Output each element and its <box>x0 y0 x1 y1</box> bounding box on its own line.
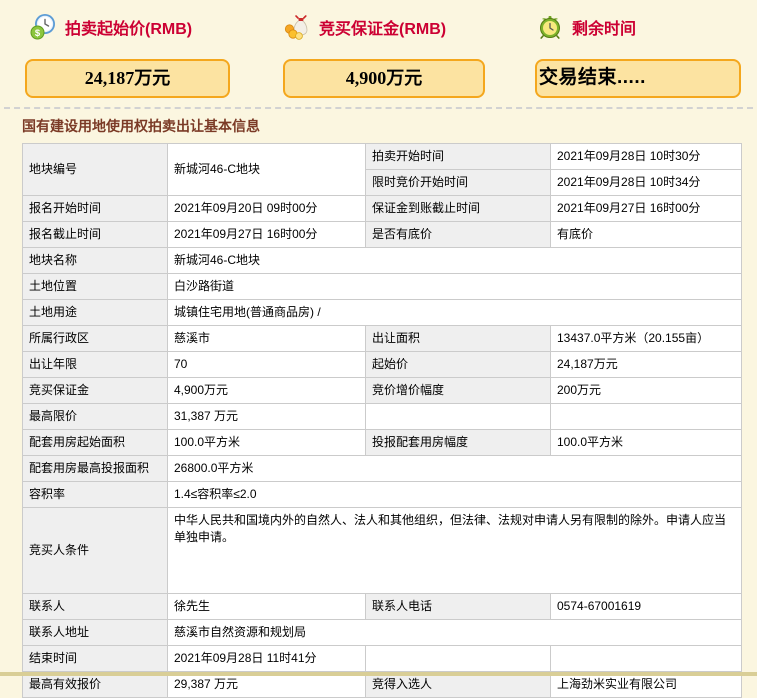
field-label-cell: 竞买人条件 <box>22 507 168 594</box>
table-row: 报名开始时间 2021年09月20日 09时00分 保证金到账截止时间 2021年09… <box>22 195 742 222</box>
field-label-cell: 报名截止时间 <box>22 221 168 248</box>
time-left-label: 剩余时间 <box>572 21 637 38</box>
field-value-cell: 31,387 万元 <box>167 403 366 430</box>
field-value-cell: 100.0平方米 <box>550 429 742 456</box>
field-value-cell: 100.0平方米 <box>167 429 366 456</box>
deposit-bags-icon <box>283 13 311 41</box>
table-row: 联系人 徐先生 联系人电话 0574-67001619 <box>22 593 742 620</box>
field-label-cell: 报名开始时间 <box>22 195 168 222</box>
field-value-cell <box>365 403 551 430</box>
start-price-value-box: 24,187万元 <box>25 59 230 98</box>
field-label-cell: 竞买保证金 <box>22 377 168 404</box>
field-value-cell: 徐先生 <box>167 593 366 620</box>
bottom-border-bar <box>0 672 757 676</box>
field-value-cell: 新城河46-C地块 <box>167 247 742 274</box>
field-value-cell: 新城河46-C地块 <box>167 143 366 196</box>
land-auction-info-table: 地块编号 新城河46-C地块 拍卖开始时间 2021年09月28日 10时30分 限时竞… <box>22 143 742 698</box>
table-row: 竞买保证金 4,900万元 竞价增价幅度 200万元 <box>22 377 742 404</box>
field-value-cell: 白沙路街道 <box>167 273 742 300</box>
field-value-cell: 26800.0平方米 <box>167 455 742 482</box>
table-row: 配套用房最高投报面积 26800.0平方米 <box>22 455 742 482</box>
table-row: 限时竞价开始时间 2021年09月28日 10时34分 <box>23 169 742 196</box>
field-value-cell: 有底价 <box>550 221 742 248</box>
field-label-cell: 保证金到账截止时间 <box>365 195 551 222</box>
field-value-cell: 13437.0平方米（20.155亩） <box>550 325 742 352</box>
start-price-label: 拍卖起始价(RMB) <box>65 21 193 38</box>
deposit-label: 竞买保证金(RMB) <box>319 21 447 38</box>
field-label-cell: 所属行政区 <box>22 325 168 352</box>
field-value-cell: 2021年09月27日 16时00分 <box>167 221 366 248</box>
field-value-cell: 24,187万元 <box>550 351 742 378</box>
field-label-cell: 结束时间 <box>22 645 168 672</box>
start-price-header: $ 拍卖起始价(RMB) <box>29 13 192 41</box>
table-row: 地块编号 新城河46-C地块 拍卖开始时间 2021年09月28日 10时30分 <box>22 143 742 196</box>
deposit-header: 竞买保证金(RMB) <box>283 13 446 41</box>
field-label-cell: 地块编号 <box>22 143 168 196</box>
field-label-cell: 是否有底价 <box>365 221 551 248</box>
field-value-cell: 2021年09月28日 11时41分 <box>167 645 366 672</box>
field-value-cell: 2021年09月20日 09时00分 <box>167 195 366 222</box>
field-label-cell: 容积率 <box>22 481 168 508</box>
field-label-cell: 拍卖开始时间 <box>365 143 551 170</box>
field-label-cell: 出让年限 <box>22 351 168 378</box>
info-table-body: 地块编号 新城河46-C地块 拍卖开始时间 2021年09月28日 10时30分 限时竞… <box>22 143 742 698</box>
field-value-cell: 中华人民共和国境内外的自然人、法人和其他组织，但法律、法规对申请人另有限制的除外… <box>167 507 742 594</box>
table-row: 竞买人条件 中华人民共和国境内外的自然人、法人和其他组织，但法律、法规对申请人另有… <box>22 507 742 594</box>
field-value-cell: 70 <box>167 351 366 378</box>
field-value-cell: 城镇住宅用地(普通商品房) / <box>167 299 742 326</box>
table-row: 土地用途 城镇住宅用地(普通商品房) / <box>22 299 742 326</box>
field-label-cell: 起始价 <box>365 351 551 378</box>
table-row: 地块名称 新城河46-C地块 <box>22 247 742 274</box>
field-label-cell: 限时竞价开始时间 <box>365 169 551 196</box>
dashed-separator <box>4 107 753 109</box>
field-label-cell: 联系人 <box>22 593 168 620</box>
field-label-cell: 联系人电话 <box>365 593 551 620</box>
svg-text:$: $ <box>35 28 41 39</box>
table-row: 联系人地址 慈溪市自然资源和规划局 <box>22 619 742 646</box>
section-title: 国有建设用地使用权拍卖出让基本信息 <box>22 118 260 134</box>
field-value-cell: 慈溪市自然资源和规划局 <box>167 619 742 646</box>
table-row: 最高限价 31,387 万元 <box>22 403 742 430</box>
field-label-cell: 竞价增价幅度 <box>365 377 551 404</box>
time-left-value-box: 交易结束..... <box>535 59 741 98</box>
field-value-cell: 200万元 <box>550 377 742 404</box>
field-label-cell: 地块名称 <box>22 247 168 274</box>
field-value-cell: 0574-67001619 <box>550 593 742 620</box>
field-value-cell: 慈溪市 <box>167 325 366 352</box>
field-value-cell: 2021年09月27日 16时00分 <box>550 195 742 222</box>
table-row: 出让年限 70 起始价 24,187万元 <box>22 351 742 378</box>
field-value-cell <box>365 645 551 672</box>
field-label-cell: 配套用房最高投报面积 <box>22 455 168 482</box>
field-label-cell: 投报配套用房幅度 <box>365 429 551 456</box>
field-label-cell: 最高限价 <box>22 403 168 430</box>
table-row: 土地位置 白沙路街道 <box>22 273 742 300</box>
table-row: 报名截止时间 2021年09月27日 16时00分 是否有底价 有底价 <box>22 221 742 248</box>
alarm-clock-icon <box>536 13 564 41</box>
field-value-cell: 4,900万元 <box>167 377 366 404</box>
deposit-value-box: 4,900万元 <box>283 59 485 98</box>
field-label-cell: 土地用途 <box>22 299 168 326</box>
table-row: 结束时间 2021年09月28日 11时41分 <box>22 645 742 672</box>
field-label-cell: 出让面积 <box>365 325 551 352</box>
money-clock-icon: $ <box>29 13 57 41</box>
table-row: 容积率 1.4≤容积率≤2.0 <box>22 481 742 508</box>
field-value-cell <box>550 645 742 672</box>
field-value-cell <box>550 403 742 430</box>
field-label-cell: 配套用房起始面积 <box>22 429 168 456</box>
field-value-cell: 1.4≤容积率≤2.0 <box>167 481 742 508</box>
field-value-cell: 2021年09月28日 10时30分 <box>550 143 742 170</box>
table-row: 所属行政区 慈溪市 出让面积 13437.0平方米（20.155亩） <box>22 325 742 352</box>
field-label-cell: 联系人地址 <box>22 619 168 646</box>
field-value-cell: 2021年09月28日 10时34分 <box>550 169 742 196</box>
table-row: 配套用房起始面积 100.0平方米 投报配套用房幅度 100.0平方米 <box>22 429 742 456</box>
field-label-cell: 土地位置 <box>22 273 168 300</box>
time-left-header: 剩余时间 <box>536 13 636 41</box>
